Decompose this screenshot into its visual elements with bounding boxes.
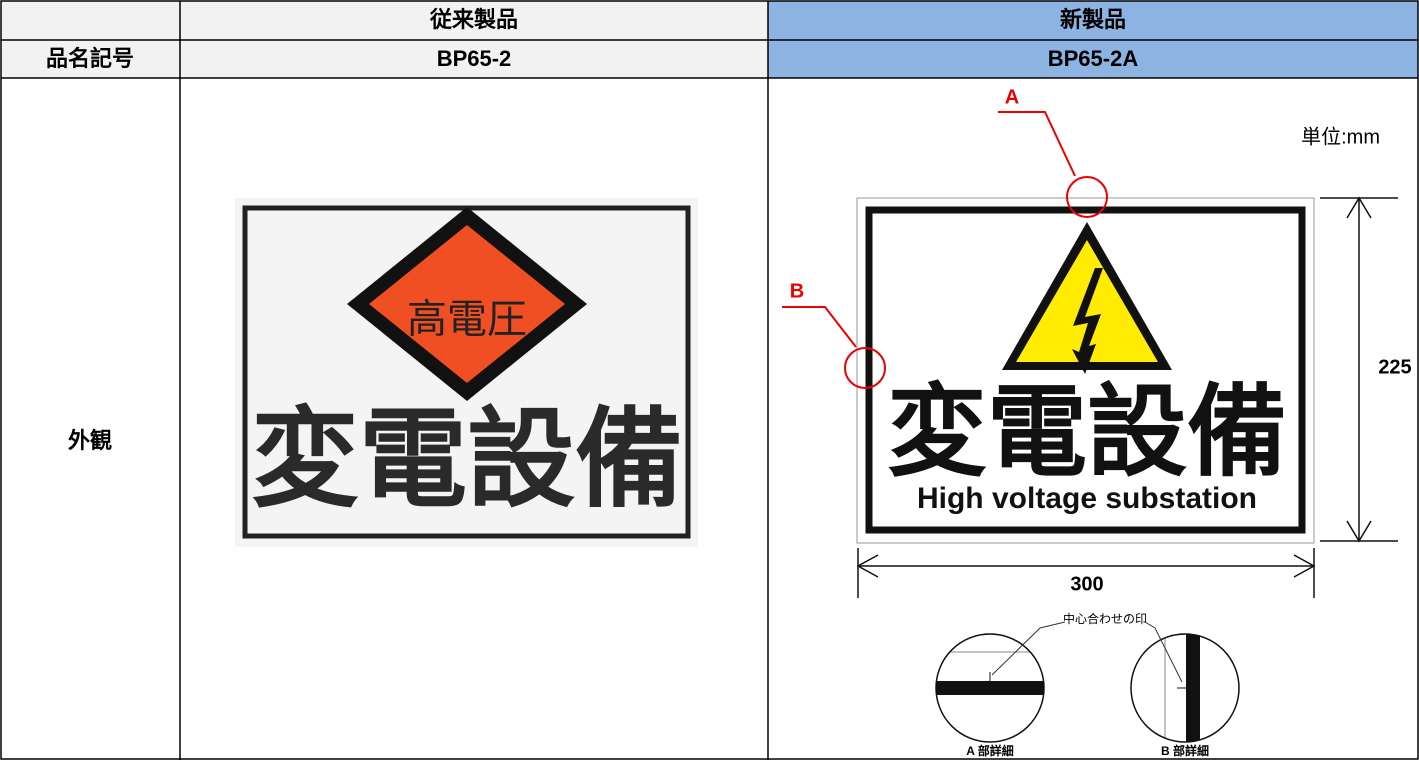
column-header: 新製品 <box>1060 7 1126 32</box>
dimension-label: 225 <box>1378 356 1411 378</box>
callout-label: B <box>790 280 804 302</box>
detail-label: A 部詳細 <box>966 743 1014 758</box>
cell: BP65-2 <box>437 46 512 71</box>
dimension-label: 300 <box>1070 573 1103 595</box>
dimension-lines <box>856 196 1398 598</box>
unit-label: 単位:mm <box>1301 125 1380 148</box>
column-header: 従来製品 <box>429 7 518 32</box>
row-header: 外観 <box>68 428 112 453</box>
sign-text: 変電設備 <box>251 399 683 520</box>
sign-subtext: High voltage substation <box>917 482 1257 515</box>
sign-text: 変電設備 <box>887 376 1287 488</box>
callout-label: A <box>1005 86 1019 108</box>
old-sign: 高電圧 変電設備 <box>235 198 698 547</box>
detail-views <box>935 621 1240 743</box>
cell: BP65-2A <box>1048 46 1139 71</box>
row-header: 品名記号 <box>46 46 134 71</box>
callout-marks <box>782 111 1108 389</box>
detail-note: 中心合わせの印 <box>1063 611 1147 626</box>
sign-badge: 高電圧 <box>407 298 527 342</box>
new-sign: 変電設備 High voltage substation <box>856 197 1315 544</box>
detail-label: B 部詳細 <box>1161 743 1209 758</box>
